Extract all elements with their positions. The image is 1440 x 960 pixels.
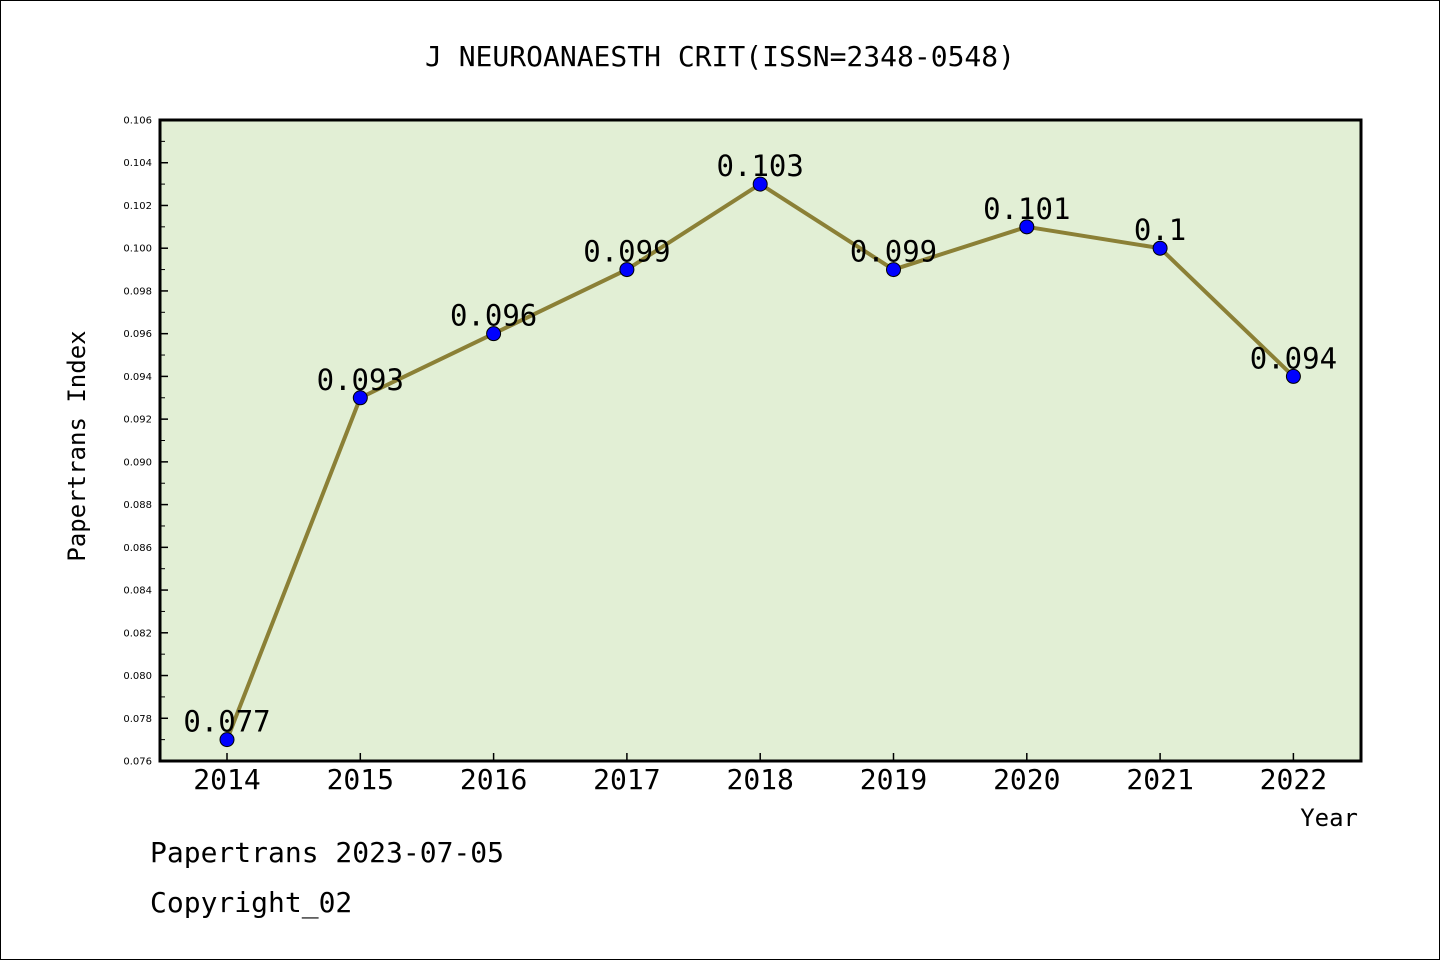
y-tick-label: 0.076 <box>123 757 152 768</box>
y-tick-label: 0.086 <box>123 543 152 554</box>
data-point <box>1019 219 1035 235</box>
y-tick-label: 0.102 <box>123 201 152 212</box>
x-tick-label: 2022 <box>1260 763 1327 796</box>
y-tick-label: 0.078 <box>123 714 152 725</box>
data-point <box>219 732 235 748</box>
data-label: 0.1 <box>1134 213 1186 247</box>
y-tick-label: 0.080 <box>123 671 152 682</box>
y-tick-label: 0.092 <box>123 415 152 426</box>
data-label: 0.094 <box>1250 341 1337 375</box>
data-label: 0.099 <box>850 235 937 269</box>
y-tick-label: 0.088 <box>123 500 152 511</box>
data-label: 0.101 <box>983 192 1070 226</box>
data-label: 0.093 <box>317 363 404 397</box>
x-tick-label: 2021 <box>1126 763 1193 796</box>
x-tick-label: 2015 <box>327 763 394 796</box>
data-labels: 0.077 0.093 0.096 0.099 0.103 0.099 0.101 0.1 0.… <box>183 149 1337 739</box>
data-point <box>352 390 368 406</box>
data-point <box>1152 240 1168 256</box>
y-tick-label: 0.082 <box>123 628 152 639</box>
data-label: 0.103 <box>717 149 804 183</box>
data-label: 0.099 <box>583 235 670 269</box>
y-tick-label: 0.106 <box>123 116 152 127</box>
footer-date: Papertrans 2023-07-05 <box>150 836 505 869</box>
x-tick-label: 2016 <box>460 763 527 796</box>
x-axis-label: Year <box>1300 804 1358 832</box>
x-tick-label: 2020 <box>993 763 1060 796</box>
data-point <box>1285 368 1301 384</box>
y-tick-label: 0.096 <box>123 329 152 340</box>
y-tick-label: 0.094 <box>123 372 152 383</box>
data-label: 0.077 <box>183 705 270 739</box>
y-tick-label: 0.090 <box>123 457 152 468</box>
chart-title: J NEUROANAESTH CRIT(ISSN=2348-0548) <box>425 40 1015 73</box>
data-point <box>752 176 768 192</box>
y-axis-ticks: 0.076 0.078 0.080 0.082 0.084 0.086 0.088 0.090… <box>123 116 168 768</box>
y-tick-label: 0.100 <box>123 244 152 255</box>
x-tick-label: 2014 <box>193 763 260 796</box>
data-point <box>486 326 502 342</box>
x-axis-ticks: 2014 2015 2016 2017 2018 2019 2020 2021 2022 <box>193 753 1327 796</box>
data-point <box>619 262 635 278</box>
data-point <box>886 262 901 278</box>
plot-area <box>158 118 1363 763</box>
y-axis-label: Papertrans Index <box>63 330 91 561</box>
x-tick-label: 2019 <box>860 763 927 796</box>
y-tick-label: 0.098 <box>123 286 152 297</box>
y-tick-label: 0.104 <box>123 158 152 169</box>
data-points <box>219 176 1301 748</box>
x-tick-label: 2018 <box>726 763 793 796</box>
y-tick-label: 0.084 <box>123 586 152 597</box>
x-tick-label: 2017 <box>593 763 660 796</box>
data-label: 0.096 <box>450 299 537 333</box>
footer-copyright: Copyright_02 <box>150 886 353 919</box>
